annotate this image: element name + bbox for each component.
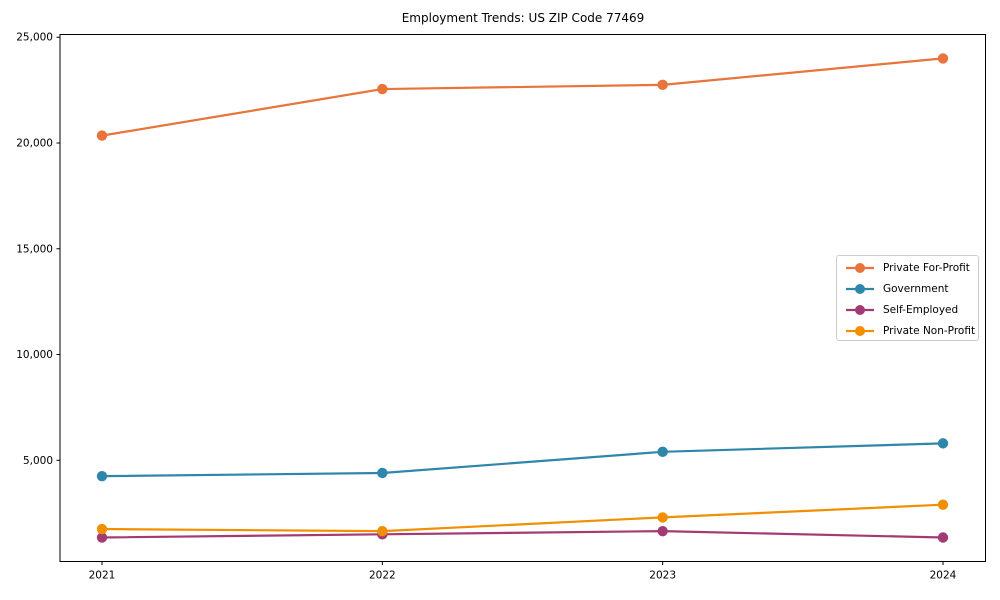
data-point <box>96 523 108 535</box>
x-tick-label: 2023 <box>649 570 676 582</box>
legend-label: Private For-Profit <box>883 261 970 274</box>
x-tick-label: 2024 <box>930 570 957 582</box>
legend-item: Government <box>837 278 978 299</box>
x-tick-label: 2022 <box>369 570 396 582</box>
data-point <box>657 446 668 458</box>
data-point <box>937 438 949 449</box>
legend-item: Private For-Profit <box>837 257 978 278</box>
legend-item: Private Non-Profit <box>837 320 978 341</box>
y-tick-label: 20,000 <box>16 138 53 150</box>
y-tick-label: 5,000 <box>23 455 53 467</box>
x-tick-label: 2021 <box>89 570 116 582</box>
data-point <box>657 512 668 523</box>
data-point <box>377 467 388 479</box>
data-point <box>937 532 949 543</box>
data-point <box>96 532 108 543</box>
axes-frame <box>59 34 986 562</box>
series-line <box>100 530 945 539</box>
legend-line-marker-icon <box>846 262 874 273</box>
data-point <box>937 53 949 64</box>
data-point <box>657 525 668 537</box>
legend-label: Private Non-Profit <box>883 324 976 337</box>
y-tick-label: 15,000 <box>16 243 53 255</box>
legend-label: Self-Employed <box>883 303 959 316</box>
data-point <box>937 499 949 510</box>
data-point <box>96 470 108 482</box>
legend-item: Self-Employed <box>837 299 978 320</box>
legend: Private For-Profit Government Self-Employe… <box>836 255 979 341</box>
y-tick-label: 10,000 <box>16 349 53 361</box>
data-point <box>657 79 668 91</box>
legend-line-marker-icon <box>846 283 874 294</box>
series-line <box>100 57 945 137</box>
series-line <box>100 503 945 533</box>
legend-label: Government <box>883 282 949 295</box>
legend-line-marker-icon <box>846 304 874 315</box>
y-tick-label: 25,000 <box>16 32 53 44</box>
data-point <box>377 83 388 95</box>
series-line <box>100 442 945 478</box>
data-point <box>96 130 108 141</box>
legend-line-marker-icon <box>846 325 874 336</box>
data-point <box>377 525 388 537</box>
chart-title: Employment Trends: US ZIP Code 77469 <box>401 11 645 25</box>
